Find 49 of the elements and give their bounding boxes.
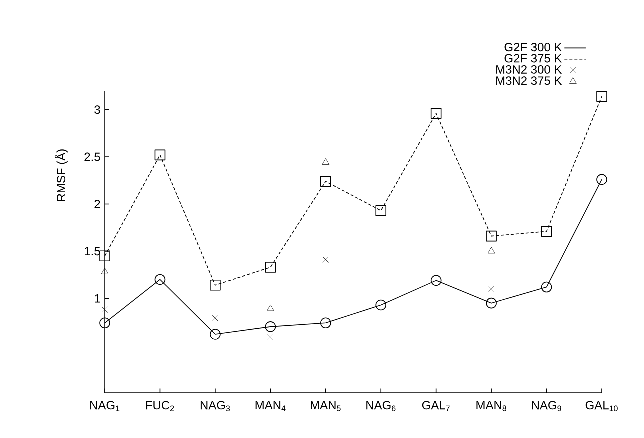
x-tick-label: NAG$_{6}$ [366, 401, 396, 412]
point [154, 274, 166, 286]
point [101, 268, 109, 274]
y-tick-label: 2 [94, 200, 100, 208]
point [265, 322, 276, 332]
point [376, 205, 387, 216]
point [320, 318, 332, 329]
point [376, 300, 387, 311]
legend-label: G2F 375 K [504, 54, 562, 63]
legend-label: G2F 300 K [504, 43, 562, 52]
y-tick-label: 3 [94, 106, 100, 114]
y-tick-label: 1.5 [85, 247, 100, 256]
point [210, 280, 221, 291]
point [596, 91, 608, 102]
y-axis-title: RMSF (Å) [54, 150, 68, 202]
point [212, 315, 218, 322]
legend-label: M3N2 375 K [496, 76, 562, 86]
point [430, 275, 442, 286]
x-tick-label: GAL$_{10}$ [586, 401, 618, 412]
point [100, 250, 110, 262]
point [210, 329, 221, 340]
legend-label: M3N2 300 K [496, 65, 562, 74]
y-tick-label: 1 [95, 294, 100, 303]
point [486, 230, 497, 242]
point [486, 298, 497, 309]
x-tick-label: FUC$_{2}$ [146, 401, 174, 412]
point [322, 158, 330, 165]
point [541, 226, 552, 238]
point [102, 306, 108, 313]
point [100, 318, 110, 329]
x-tick-label: GAL$_{7}$ [422, 401, 450, 412]
point [488, 286, 495, 292]
point [154, 150, 166, 161]
point [430, 108, 442, 120]
point [596, 174, 608, 186]
point [268, 334, 274, 340]
point [265, 262, 276, 273]
point [322, 256, 329, 263]
x-tick-label: NAG$_{1}$ [90, 401, 120, 412]
x-tick-label: NAG$_{9}$ [532, 401, 562, 412]
x-tick-label: MAN$_{5}$ [311, 401, 341, 412]
point [320, 176, 332, 187]
point [488, 247, 496, 254]
x-tick-label: NAG$_{3}$ [200, 401, 230, 412]
y-tick-label: 2.5 [84, 152, 100, 162]
x-tick-label: MAN$_{8}$ [476, 401, 507, 412]
point [267, 304, 274, 312]
x-tick-label: MAN$_{4}$ [256, 401, 286, 412]
point [541, 282, 552, 293]
